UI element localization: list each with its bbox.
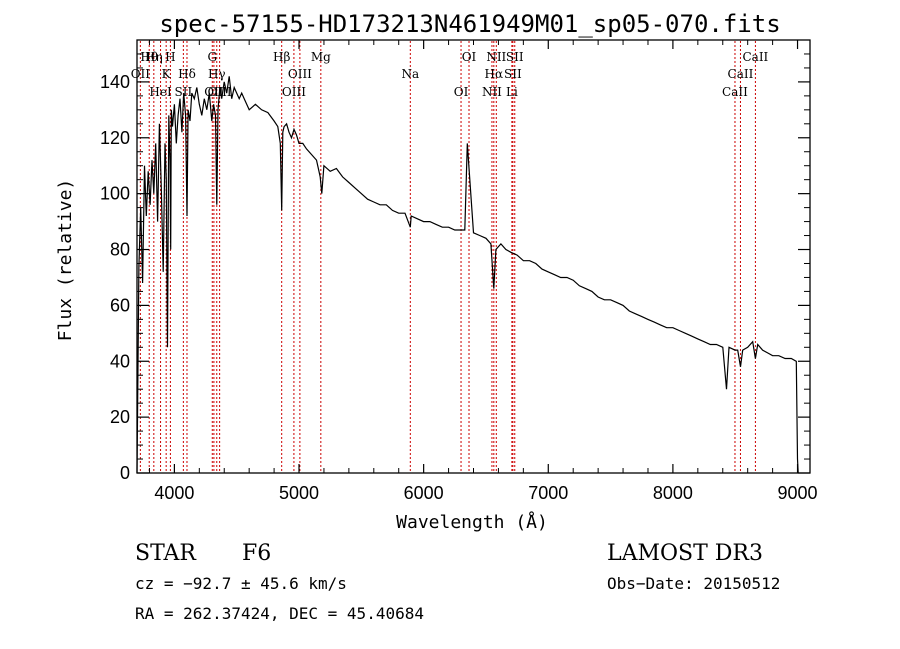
x-tick-label: 4000 [154, 483, 194, 503]
spectral-line-label: CaII [728, 67, 754, 81]
x-tick-label: 5000 [279, 483, 319, 503]
spectral-line-label: Hγ [208, 67, 226, 81]
y-tick-label: 0 [120, 463, 130, 483]
y-tick-label: 140 [100, 72, 130, 92]
y-axis-label: Flux (relative) [55, 179, 76, 342]
spectral-line-label: CaII [742, 50, 768, 64]
spectral-line-labels: HθOIIHeIHηKSIIHHδOIIGHγOIIIHβOIIIOIIIMgN… [131, 50, 769, 99]
x-axis-ticks: 4000 5000 6000 7000 8000 9000 [148, 40, 818, 503]
y-tick-label: 120 [100, 128, 130, 148]
spectral-line-label: H [165, 50, 175, 64]
x-axis-label: Wavelength (Å) [396, 511, 548, 533]
spectrum-series-line [136, 76, 799, 474]
spectral-line-label: K [162, 67, 172, 81]
spectral-line-label: Li [506, 85, 518, 99]
spectral-line-label: CaII [722, 85, 748, 99]
spectral-line-markers [139, 41, 756, 472]
spectral-line-label: Mg [311, 50, 331, 64]
redshift-velocity: cz = −92.7 ± 45.6 km/s [135, 574, 347, 593]
object-subclass: F6 [242, 541, 271, 566]
spectral-line-label: OI [462, 50, 477, 64]
spectral-line-label: SII [506, 50, 524, 64]
spectral-line-label: Hη [145, 50, 163, 64]
coordinates: RA = 262.37424, DEC = 45.40684 [135, 604, 424, 623]
y-tick-label: 80 [110, 240, 130, 260]
spectral-line-label: SII [175, 85, 193, 99]
spectral-line-label: OIII [282, 85, 306, 99]
y-axis-ticks: 0 20 40 60 80 100 120 140 [100, 53, 810, 483]
spectral-line-label: HeI [149, 85, 172, 99]
spectral-line-label: Hα [485, 67, 504, 81]
spectral-line-label: OII [131, 67, 151, 81]
spectral-line-label: NII [486, 50, 506, 64]
x-tick-label: 8000 [653, 483, 693, 503]
spectral-line-label: OI [454, 85, 469, 99]
spectral-line-label: Na [401, 67, 419, 81]
spectral-line-label: Hδ [178, 67, 196, 81]
y-tick-label: 20 [110, 407, 130, 427]
plot-frame [136, 39, 811, 474]
x-tick-label: 7000 [528, 483, 568, 503]
y-tick-label: 100 [100, 184, 130, 204]
spectral-line-label: SII [504, 67, 522, 81]
spectral-line-label: Hθ [140, 50, 158, 64]
observation-date: Obs−Date: 20150512 [607, 574, 780, 593]
y-tick-label: 40 [110, 351, 130, 371]
spectral-line-label: NII [482, 85, 502, 99]
survey-name: LAMOST DR3 [607, 541, 763, 566]
object-class: STAR [135, 541, 197, 566]
x-tick-label: 9000 [778, 483, 818, 503]
spectral-line-label: G [207, 50, 217, 64]
spectral-line-label: OIII [288, 67, 312, 81]
x-tick-label: 6000 [404, 483, 444, 503]
y-tick-label: 60 [110, 295, 130, 315]
spectral-line-label: Hβ [273, 50, 290, 64]
chart-title: spec-57155-HD173213N461949M01_sp05-070.f… [159, 10, 780, 38]
